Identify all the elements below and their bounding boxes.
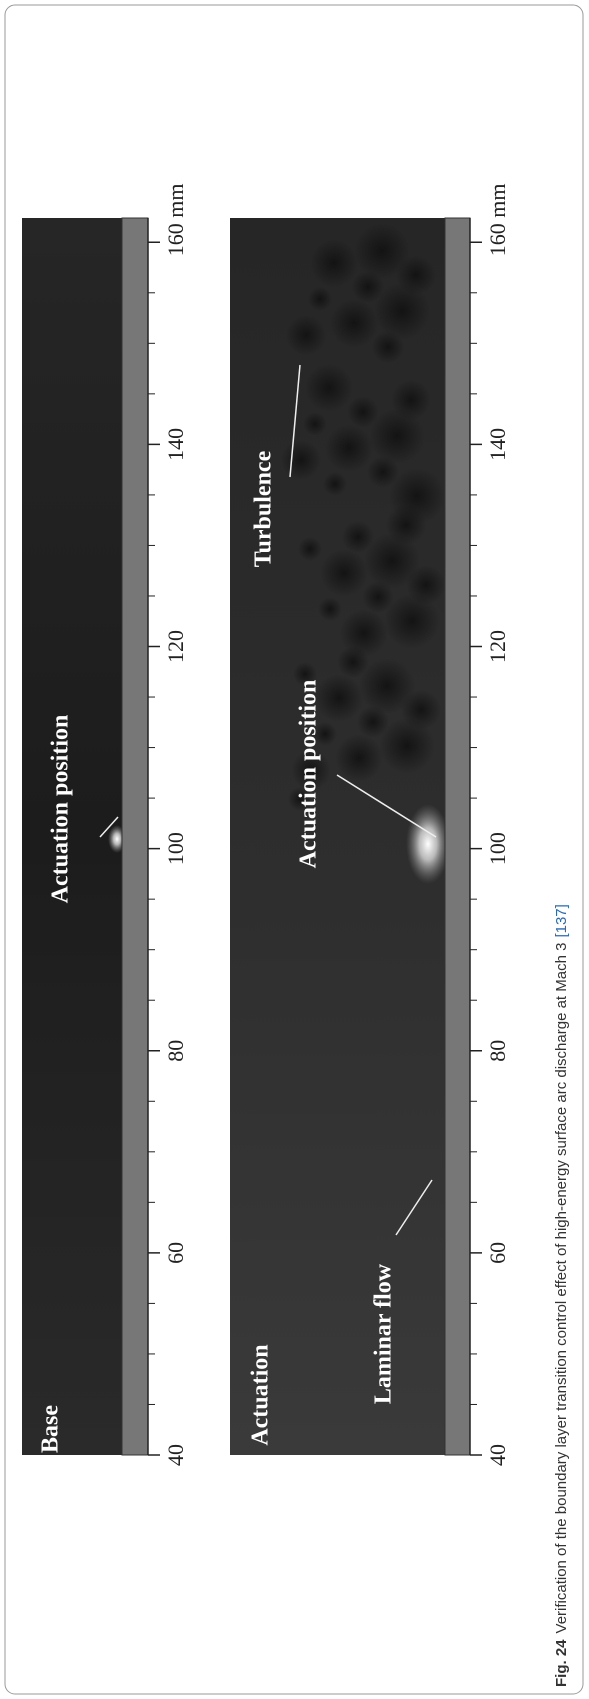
turbulence-texture <box>318 597 342 621</box>
turbulence-texture <box>303 412 327 436</box>
annotation: Actuation position <box>48 715 74 904</box>
figure: Fig. 24 Verification of the boundary laye… <box>0 0 589 1699</box>
glow <box>406 804 450 884</box>
tick-label: 40 <box>163 1444 188 1466</box>
annotation: Turbulence <box>251 450 277 567</box>
turbulence-texture <box>308 287 332 311</box>
tick-label: 60 <box>485 1242 510 1264</box>
annotation: Actuation position <box>296 680 322 869</box>
turbulence-texture <box>374 283 430 339</box>
turbulence-texture <box>281 440 321 480</box>
turbulence-texture <box>310 239 358 287</box>
turbulence-texture <box>315 674 363 722</box>
turbulence-texture <box>305 364 353 412</box>
tick-label: 140 <box>485 428 510 461</box>
caption: Fig. 24 Verification of the boundary laye… <box>553 904 570 1687</box>
tick-label: 80 <box>163 1040 188 1062</box>
tick-label: 120 <box>163 630 188 663</box>
turbulence-texture <box>286 315 326 355</box>
panel-label: Base <box>38 1405 64 1453</box>
turbulence-texture <box>372 331 404 363</box>
tick-label: 60 <box>163 1242 188 1264</box>
caption-label: Fig. 24 <box>553 1639 570 1687</box>
tick-label: 100 <box>485 832 510 865</box>
tick-label: 120 <box>485 630 510 663</box>
tick-label: 160 mm <box>163 184 188 257</box>
turbulence-texture <box>298 537 322 561</box>
wall <box>445 218 470 1455</box>
turbulence-texture <box>323 472 347 496</box>
turbulence-texture <box>384 593 440 649</box>
turbulence-texture <box>320 549 368 597</box>
turbulence-texture <box>325 424 373 472</box>
caption-text: Verification of the boundary layer trans… <box>553 943 570 1634</box>
annotation: Laminar flow <box>371 1263 397 1404</box>
tick-label: 140 <box>163 428 188 461</box>
turbulence-texture <box>340 609 388 657</box>
tick-label: 40 <box>485 1444 510 1466</box>
wall <box>122 218 148 1455</box>
page: {"figure": { "caption_label": "Fig. 24",… <box>0 0 589 1699</box>
panel-label: Actuation <box>248 1344 274 1445</box>
turbulence-texture <box>379 718 435 774</box>
turbulence-texture <box>389 468 445 524</box>
turbulence-texture <box>335 734 383 782</box>
citation[interactable]: [137] <box>553 904 570 937</box>
tick-label: 80 <box>485 1040 510 1062</box>
tick-label: 100 <box>163 832 188 865</box>
turbulence-texture <box>330 299 378 347</box>
tick-label: 160 mm <box>485 184 510 257</box>
turbulence-texture <box>369 408 425 464</box>
